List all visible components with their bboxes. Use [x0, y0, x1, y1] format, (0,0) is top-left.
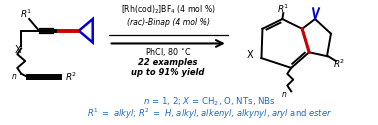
Text: n: n — [282, 90, 287, 99]
Text: X: X — [246, 50, 253, 60]
Text: up to 91% yield: up to 91% yield — [132, 68, 205, 77]
Text: (rac)-Binap (4 mol %): (rac)-Binap (4 mol %) — [127, 18, 210, 27]
Text: $R^1$ $=$ $alkyl$; $R^2$ $=$ $H$, $alkyl$, $alkenyl$, $alkynyl$, $aryl$ and $est: $R^1$ $=$ $alkyl$; $R^2$ $=$ $H$, $alkyl… — [87, 107, 332, 121]
Text: $R^1$: $R^1$ — [277, 3, 290, 16]
Text: $n$ = 1, 2; $X$ = CH$_2$, O, NTs, NBs: $n$ = 1, 2; $X$ = CH$_2$, O, NTs, NBs — [143, 96, 276, 108]
Text: PhCl, 80 $^{\circ}$C: PhCl, 80 $^{\circ}$C — [145, 46, 191, 58]
Text: $R^2$: $R^2$ — [333, 58, 345, 70]
Text: 22 examples: 22 examples — [138, 58, 198, 66]
Text: [Rh(cod)$_2$]BF$_4$ (4 mol %): [Rh(cod)$_2$]BF$_4$ (4 mol %) — [121, 4, 215, 16]
Text: X: X — [15, 45, 22, 55]
Text: $R^2$: $R^2$ — [65, 70, 77, 83]
Text: n: n — [12, 72, 17, 81]
Text: $R^1$: $R^1$ — [20, 8, 33, 20]
